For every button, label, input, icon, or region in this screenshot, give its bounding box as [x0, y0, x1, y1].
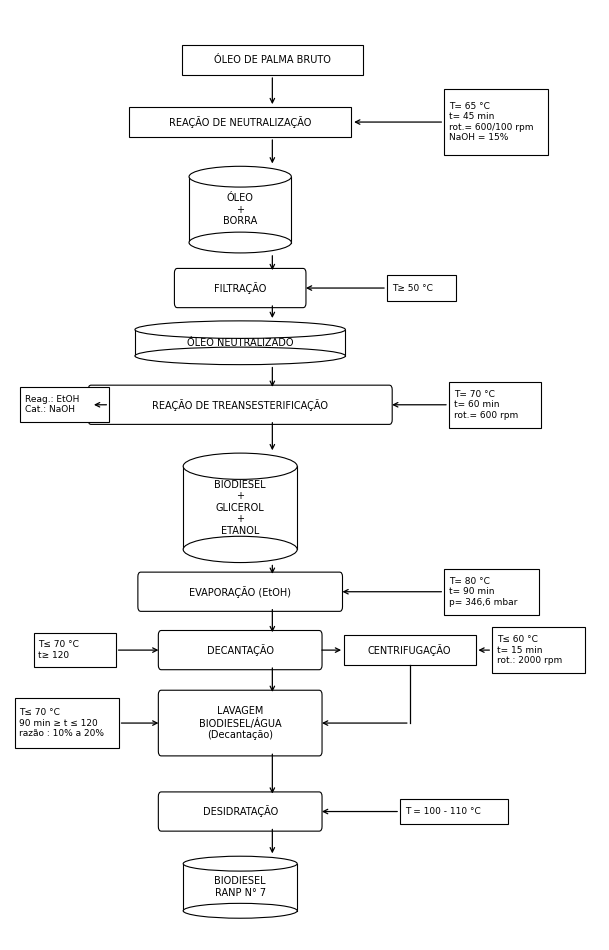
Text: T= 80 °C
t= 90 min
p= 346,6 mbar: T= 80 °C t= 90 min p= 346,6 mbar — [449, 577, 517, 607]
Text: T≤ 70 °C
90 min ≥ t ≤ 120
razão : 10% a 20%: T≤ 70 °C 90 min ≥ t ≤ 120 razão : 10% a … — [19, 708, 104, 738]
Text: CENTRIFUGAÇÃO: CENTRIFUGAÇÃO — [368, 644, 451, 656]
FancyBboxPatch shape — [138, 572, 342, 612]
Ellipse shape — [189, 232, 291, 253]
Text: FILTRAÇÃO: FILTRAÇÃO — [214, 282, 266, 294]
Ellipse shape — [183, 537, 297, 562]
Bar — [189, 177, 291, 242]
Text: T= 65 °C
t= 45 min
rot.= 600/100 rpm
NaOH = 15%: T= 65 °C t= 45 min rot.= 600/100 rpm NaO… — [449, 102, 533, 142]
Text: T≤ 70 °C
t≥ 120: T≤ 70 °C t≥ 120 — [38, 640, 79, 660]
Bar — [183, 864, 297, 911]
Bar — [492, 627, 585, 673]
Text: ÓLEO
+
BORRA: ÓLEO + BORRA — [223, 193, 258, 226]
Ellipse shape — [135, 347, 345, 365]
Bar — [344, 635, 476, 665]
Ellipse shape — [189, 166, 291, 187]
Bar — [129, 107, 351, 137]
Ellipse shape — [135, 321, 345, 338]
Text: ÓLEO DE PALMA BRUTO: ÓLEO DE PALMA BRUTO — [214, 55, 331, 65]
Bar — [444, 89, 548, 155]
Text: T≤ 60 °C
t= 15 min
rot.: 2000 rpm: T≤ 60 °C t= 15 min rot.: 2000 rpm — [497, 636, 562, 665]
Text: T= 70 °C
t= 60 min
rot.= 600 rpm: T= 70 °C t= 60 min rot.= 600 rpm — [454, 390, 518, 420]
Text: REAÇÃO DE TREANSESTERIFICAÇÃO: REAÇÃO DE TREANSESTERIFICAÇÃO — [152, 399, 328, 410]
Text: Reag.: EtOH
Cat.: NaOH: Reag.: EtOH Cat.: NaOH — [25, 395, 79, 414]
FancyBboxPatch shape — [158, 691, 322, 756]
Text: DESIDRATAÇÃO: DESIDRATAÇÃO — [203, 806, 278, 818]
FancyBboxPatch shape — [158, 792, 322, 831]
FancyBboxPatch shape — [88, 385, 392, 425]
FancyBboxPatch shape — [158, 631, 322, 670]
Bar — [181, 45, 363, 75]
Bar — [387, 276, 456, 301]
Text: BIODIESEL
RANP N° 7: BIODIESEL RANP N° 7 — [214, 877, 266, 898]
Ellipse shape — [183, 453, 297, 480]
Bar — [449, 382, 541, 428]
Text: T≥ 50 °C: T≥ 50 °C — [392, 283, 432, 293]
Text: ÓLEO NEUTRALIZADO: ÓLEO NEUTRALIZADO — [187, 338, 294, 348]
Bar — [34, 633, 116, 668]
Bar — [135, 330, 345, 356]
Ellipse shape — [183, 856, 297, 871]
Bar — [20, 388, 109, 422]
FancyBboxPatch shape — [174, 269, 306, 308]
Text: LAVAGEM
BIODIESEL/ÁGUA
(Decantação): LAVAGEM BIODIESEL/ÁGUA (Decantação) — [199, 706, 281, 740]
Ellipse shape — [183, 903, 297, 919]
Text: DECANTAÇÃO: DECANTAÇÃO — [206, 644, 273, 656]
Bar — [15, 698, 119, 749]
Text: REAÇÃO DE NEUTRALIZAÇÃO: REAÇÃO DE NEUTRALIZAÇÃO — [169, 116, 311, 128]
Text: BIODIESEL
+
GLICEROL
+
ETANOL: BIODIESEL + GLICEROL + ETANOL — [214, 480, 266, 536]
Text: EVAPORAÇÃO (EtOH): EVAPORAÇÃO (EtOH) — [189, 586, 291, 598]
Bar — [444, 569, 539, 615]
Bar — [183, 466, 297, 549]
Bar — [400, 799, 509, 825]
Text: T = 100 - 110 °C: T = 100 - 110 °C — [405, 808, 481, 816]
